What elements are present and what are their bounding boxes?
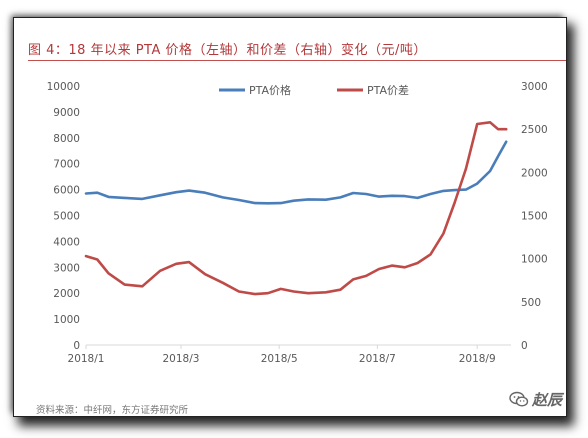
title-underline (28, 60, 566, 61)
left-tick-label: 7000 (53, 159, 80, 171)
legend-label: PTA价差 (367, 83, 409, 97)
chart-figure: 图 4：18 年以来 PTA 价格（左轴）和价差（右轴）变化（元/吨） 0 100… (14, 18, 566, 416)
right-tick-label: 2500 (521, 124, 548, 136)
series-lines (84, 121, 508, 296)
right-tick-label: 1500 (521, 211, 548, 223)
x-tick-label: 2018/9 (459, 353, 496, 365)
legend-label: PTA价格 (249, 83, 291, 97)
x-tick-label: 2018/7 (359, 353, 396, 365)
left-tick-label: 6000 (53, 185, 80, 197)
right-tick-label: 3000 (521, 81, 548, 93)
watermark: 赵辰 (509, 389, 562, 410)
left-tick-label: 0 (73, 340, 80, 352)
right-tick-label: 1000 (521, 254, 548, 266)
watermark-text: 赵辰 (531, 391, 562, 409)
left-tick-label: 5000 (53, 211, 80, 223)
right-y-axis: 0 500 1000 1500 2000 2500 3000 (521, 81, 548, 352)
left-tick-label: 3000 (53, 262, 80, 274)
chart-title: 图 4：18 年以来 PTA 价格（左轴）和价差（右轴）变化（元/吨） (28, 43, 427, 58)
left-tick-label: 10000 (47, 81, 80, 93)
right-tick-label: 2000 (521, 167, 548, 179)
left-tick-label: 9000 (53, 107, 80, 119)
left-tick-label: 8000 (53, 133, 80, 145)
right-tick-label: 0 (521, 340, 528, 352)
line-chart: 0100020003000400050006000700080009000100… (47, 81, 548, 365)
x-axis: 2018/1 2018/3 2018/5 2018/7 2018/9 (68, 344, 511, 365)
legend-item-spread: PTA价差 (337, 83, 409, 97)
left-y-axis: 0 1000 2000 3000 4000 5000 6000 7000 8000 9000 100… (47, 81, 80, 352)
source-note: 资料来源：中纤网，东方证券研究所 (36, 405, 189, 416)
left-tick-label: 2000 (53, 288, 80, 300)
right-tick-label: 500 (521, 297, 541, 309)
x-tick-label: 2018/5 (261, 353, 298, 365)
legend-item-price: PTA价格 (219, 83, 291, 97)
spread-series-line (84, 121, 508, 296)
price-series-line (84, 140, 508, 205)
x-tick-label: 2018/3 (163, 353, 200, 365)
left-tick-label: 1000 (53, 314, 80, 326)
left-tick-label: 4000 (53, 236, 80, 248)
x-tick-label: 2018/1 (68, 353, 105, 365)
legend: PTA价格 PTA价差 (219, 83, 409, 97)
wechat-icon (509, 391, 529, 408)
